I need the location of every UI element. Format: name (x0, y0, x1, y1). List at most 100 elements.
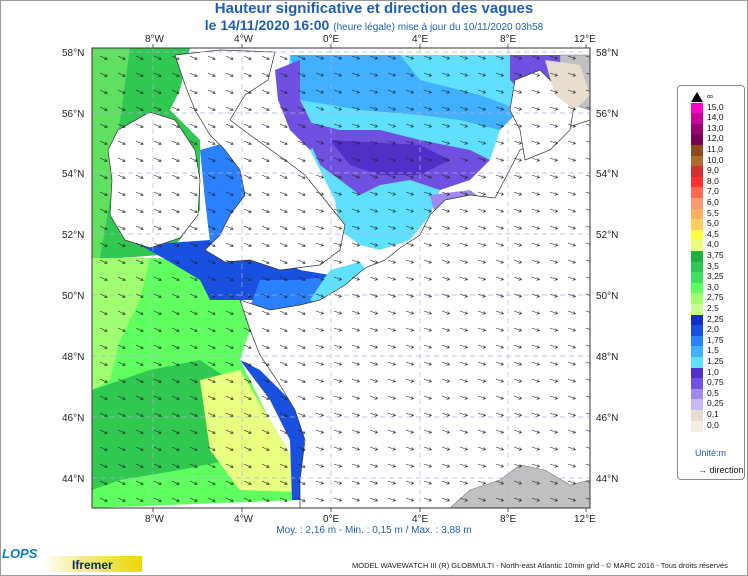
direction-arrow (531, 378, 540, 383)
direction-arrowhead (374, 175, 378, 179)
direction-arrow (243, 344, 252, 349)
direction-arrowhead (428, 175, 432, 179)
direction-arrow (279, 55, 288, 60)
direction-arrowhead (374, 447, 378, 451)
direction-arrow (423, 89, 432, 94)
direction-arrow (189, 480, 198, 485)
direction-arrow (333, 225, 342, 230)
direction-arrow (153, 293, 162, 298)
direction-arrowhead (104, 73, 108, 77)
direction-arrow (207, 191, 216, 196)
direction-arrow (153, 89, 162, 94)
direction-arrow (441, 327, 450, 332)
direction-arrow (189, 123, 198, 128)
direction-arrowhead (356, 277, 360, 281)
direction-arrow (207, 123, 216, 128)
direction-arrow (99, 55, 108, 60)
direction-arrowhead (410, 396, 414, 400)
direction-arrow (513, 106, 522, 111)
direction-arrowhead (266, 260, 270, 264)
direction-arrow (531, 344, 540, 349)
direction-arrow (135, 225, 144, 230)
direction-arrowhead (230, 311, 234, 315)
direction-arrow (477, 123, 486, 128)
direction-arrowhead (284, 396, 288, 400)
direction-arrowhead (446, 481, 450, 485)
direction-arrowhead (320, 209, 324, 213)
ifremer-logo: Ifremer (72, 558, 113, 572)
direction-arrowhead (320, 73, 324, 77)
direction-arrowhead (536, 430, 540, 434)
direction-arrowhead (302, 447, 306, 451)
direction-arrow (297, 242, 306, 247)
direction-arrow (117, 361, 126, 366)
direction-arrowhead (320, 124, 324, 128)
direction-arrowhead (464, 73, 468, 77)
direction-arrowhead (284, 209, 288, 213)
direction-arrow (387, 174, 396, 179)
direction-arrowhead (500, 413, 504, 417)
direction-arrow (189, 242, 198, 247)
direction-arrow (171, 480, 180, 485)
direction-arrow (369, 89, 378, 94)
direction-arrow (513, 446, 522, 451)
direction-arrowhead (266, 124, 270, 128)
direction-arrowhead (104, 124, 108, 128)
direction-arrow (297, 395, 306, 400)
direction-arrow (513, 72, 522, 77)
direction-arrowhead (176, 141, 180, 145)
direction-arrow (117, 378, 126, 383)
direction-arrow (297, 55, 306, 60)
direction-arrow (153, 106, 162, 111)
direction-arrowhead (140, 294, 144, 298)
direction-arrowhead (122, 141, 126, 145)
direction-arrowhead (122, 294, 126, 298)
direction-arrowhead (428, 311, 432, 315)
direction-arrow (423, 310, 432, 315)
direction-arrow (243, 378, 252, 383)
direction-arrow (117, 191, 126, 196)
direction-arrow (117, 55, 126, 60)
direction-arrowhead (410, 124, 414, 128)
direction-arrow (171, 293, 180, 298)
direction-arrowhead (194, 396, 198, 400)
direction-arrowhead (536, 209, 540, 213)
direction-arrowhead (482, 107, 486, 111)
direction-arrowhead (536, 481, 540, 485)
direction-arrowhead (212, 141, 216, 145)
direction-arrowhead (482, 311, 486, 315)
direction-arrowhead (482, 413, 486, 417)
direction-arrowhead (266, 379, 270, 383)
direction-arrow (423, 208, 432, 213)
direction-arrow (459, 89, 468, 94)
direction-arrowhead (591, 396, 594, 399)
direction-arrowhead (140, 328, 144, 332)
direction-arrow (387, 446, 396, 451)
direction-arrow (207, 72, 216, 77)
direction-arrow (423, 55, 432, 60)
direction-arrow (333, 276, 342, 281)
legend-label: 10,0 (707, 154, 724, 165)
direction-arrow (351, 242, 360, 247)
direction-arrow (153, 480, 162, 485)
direction-arrowhead (536, 124, 540, 128)
direction-arrowhead (500, 158, 504, 162)
direction-arrowhead (194, 243, 198, 247)
direction-arrow (189, 140, 198, 145)
direction-arrow (351, 140, 360, 145)
direction-arrowhead (536, 311, 540, 315)
direction-arrowhead (356, 311, 360, 315)
direction-arrow (549, 412, 558, 417)
direction-arrowhead (356, 362, 360, 366)
direction-arrowhead (158, 73, 162, 77)
direction-arrow (99, 310, 108, 315)
direction-arrowhead (176, 430, 180, 434)
direction-arrowhead (572, 73, 576, 77)
direction-arrowhead (356, 430, 360, 434)
direction-arrow (549, 327, 558, 332)
direction-arrowhead (212, 413, 216, 417)
direction-arrow (513, 327, 522, 332)
direction-arrow (117, 259, 126, 264)
direction-arrow (135, 429, 144, 434)
direction-arrow (423, 463, 432, 468)
